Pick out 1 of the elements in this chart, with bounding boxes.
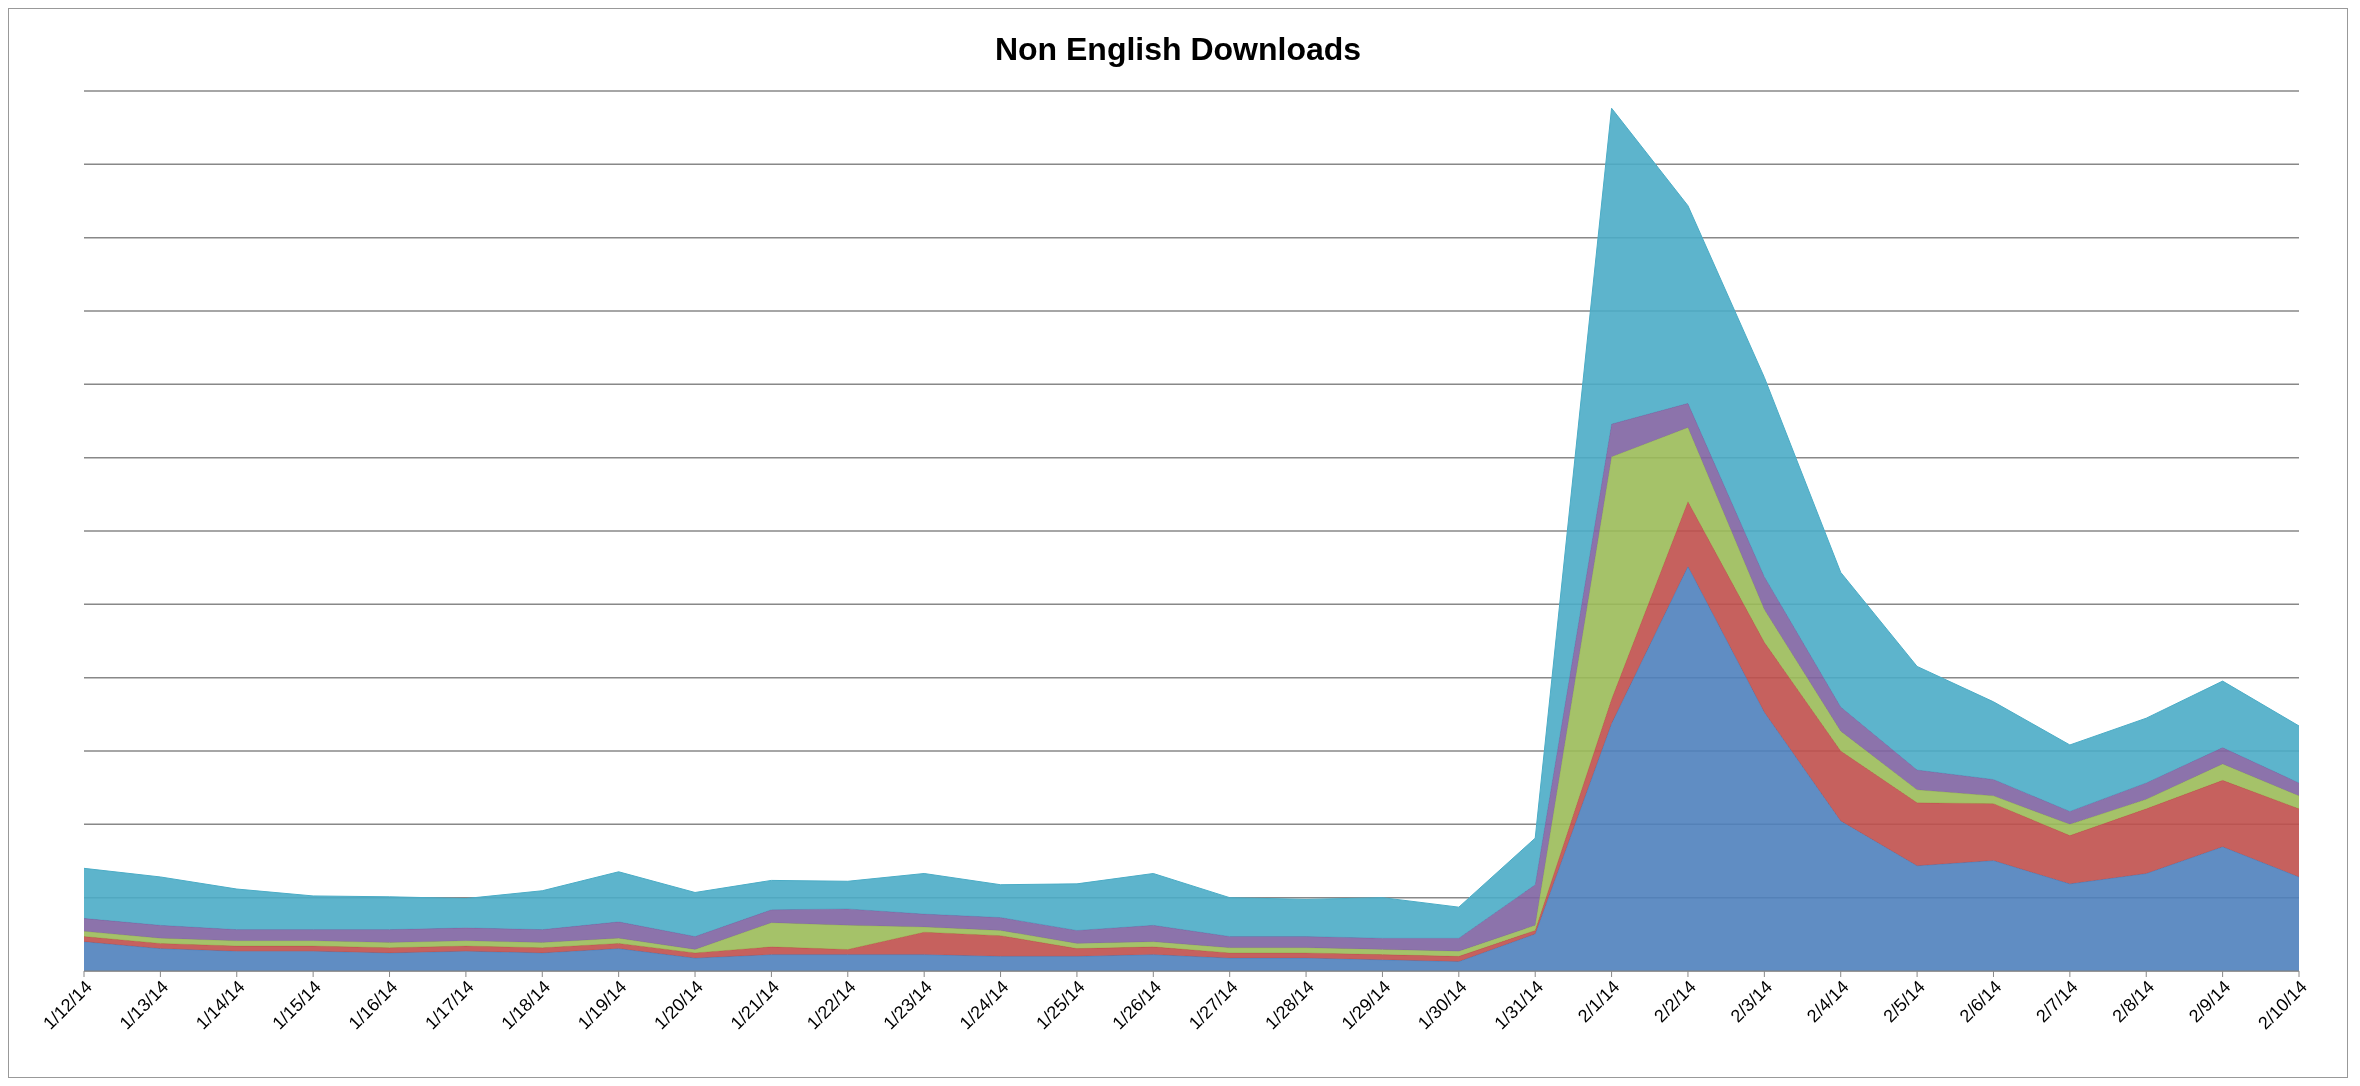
chart-title: Non English Downloads (993, 30, 1363, 69)
